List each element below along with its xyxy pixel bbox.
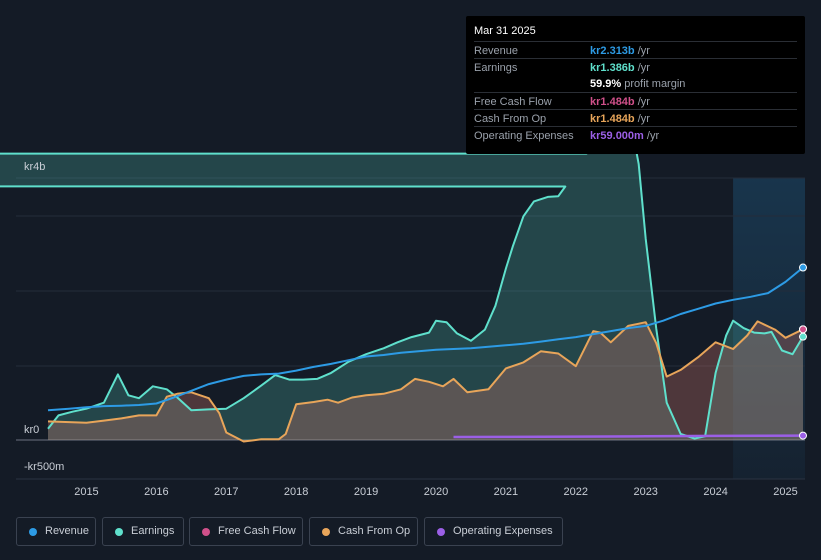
operating-expenses-dot-icon xyxy=(437,528,445,536)
tooltip-date: Mar 31 2025 xyxy=(474,25,536,37)
y-tick-label: kr0 xyxy=(24,424,39,436)
x-tick-label: 2023 xyxy=(633,486,657,498)
legend-label: Revenue xyxy=(45,525,90,537)
x-tick-label: 2017 xyxy=(214,486,238,498)
tooltip-row-earnings: Earnings kr1.386b /yr xyxy=(474,58,797,75)
tooltip-label: Earnings xyxy=(474,62,518,74)
earnings-area xyxy=(0,104,803,440)
legend-label: Earnings xyxy=(131,525,175,537)
x-tick-label: 2020 xyxy=(424,486,448,498)
tooltip-value: kr1.484b /yr xyxy=(590,96,650,108)
x-axis: 2015 2016 2017 2018 2019 2020 2021 2022 2023 2024… xyxy=(74,486,798,498)
tooltip-label: Revenue xyxy=(474,45,519,57)
tooltip-label: Free Cash Flow xyxy=(474,96,552,108)
legend-item-free-cash-flow[interactable]: Free Cash Flow xyxy=(189,517,303,546)
x-tick-label: 2021 xyxy=(494,486,518,498)
series-lines xyxy=(0,103,804,443)
series-areas xyxy=(0,104,803,442)
tooltip-label: Operating Expenses xyxy=(474,130,574,142)
tooltip-value: kr2.313b /yr xyxy=(590,45,650,57)
tooltip-row-profit-margin: 59.9% profit margin xyxy=(474,75,797,92)
legend-item-revenue[interactable]: Revenue xyxy=(16,517,96,546)
revenue-endpoint xyxy=(799,263,807,272)
legend-item-operating-expenses[interactable]: Operating Expenses xyxy=(424,517,563,546)
legend-label: Operating Expenses xyxy=(453,525,553,537)
series-endpoints xyxy=(799,263,807,440)
tooltip-value: kr59.000m /yr xyxy=(590,130,660,142)
y-tick-label: kr4b xyxy=(24,161,45,173)
x-tick-label: 2018 xyxy=(284,486,308,498)
tooltip-value: kr1.484b /yr xyxy=(590,113,650,125)
tooltip-row-operating-expenses: Operating Expenses kr59.000m /yr xyxy=(474,126,797,143)
x-tick-label: 2019 xyxy=(354,486,378,498)
y-tick-label: -kr500m xyxy=(24,461,64,473)
free-cash-flow-dot-icon xyxy=(202,528,210,536)
revenue-line xyxy=(47,266,804,412)
x-tick-label: 2015 xyxy=(74,486,98,498)
tooltip-value: kr1.386b /yr xyxy=(590,62,650,74)
earnings-line xyxy=(0,103,804,440)
cash-from-op-dot-icon xyxy=(322,528,330,536)
tooltip-profit-margin: 59.9% profit margin xyxy=(590,78,686,90)
tooltip-panel: Mar 31 2025 Revenue kr2.313b /yr Earning… xyxy=(466,16,805,154)
x-tick-label: 2025 xyxy=(773,486,797,498)
y-axis: kr4b kr0 -kr500m xyxy=(24,161,64,473)
free-cash-flow-endpoint xyxy=(799,325,807,334)
earnings-endpoint xyxy=(799,332,807,341)
tooltip-label: Cash From Op xyxy=(474,113,547,125)
gridlines xyxy=(16,177,805,480)
tooltip-row-free-cash-flow: Free Cash Flow kr1.484b /yr xyxy=(474,92,797,109)
tooltip-row-cash-from-op: Cash From Op kr1.484b /yr xyxy=(474,109,797,126)
earnings-dot-icon xyxy=(115,528,123,536)
x-tick-label: 2022 xyxy=(564,486,588,498)
revenue-dot-icon xyxy=(29,528,37,536)
operating-expenses-endpoint xyxy=(799,431,807,440)
legend-label: Free Cash Flow xyxy=(218,525,296,537)
x-tick-label: 2016 xyxy=(144,486,168,498)
legend-item-earnings[interactable]: Earnings xyxy=(102,517,184,546)
tooltip-row-revenue: Revenue kr2.313b /yr xyxy=(474,41,797,58)
legend-item-cash-from-op[interactable]: Cash From Op xyxy=(309,517,418,546)
x-tick-label: 2024 xyxy=(703,486,727,498)
legend-label: Cash From Op xyxy=(338,525,411,537)
operating-expenses-line xyxy=(453,434,804,439)
